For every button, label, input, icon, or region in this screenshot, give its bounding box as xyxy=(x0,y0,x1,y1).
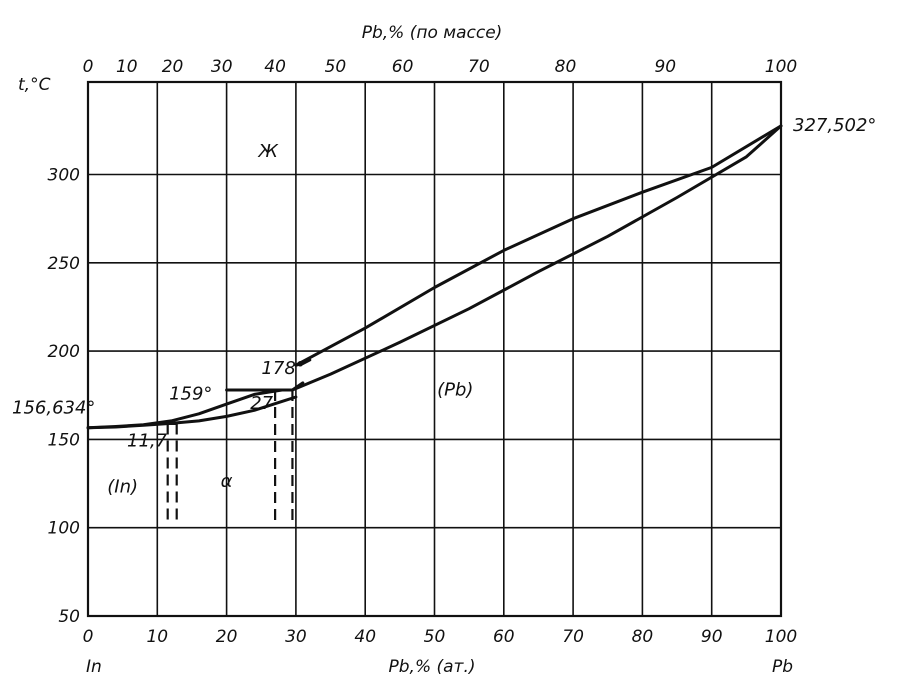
y-axis-title: t,°C xyxy=(18,75,51,95)
bottom-tick-label: 30 xyxy=(285,627,307,647)
y-tick-label: 300 xyxy=(48,166,80,186)
bottom-left-end-label: In xyxy=(86,657,102,677)
curve-boundary_left xyxy=(167,395,298,425)
point-label: 156,634° xyxy=(12,398,95,419)
top-tick-label: 70 xyxy=(468,57,490,77)
top-tick-label: 60 xyxy=(392,57,414,77)
point-label: 178° xyxy=(261,358,304,379)
top-tick-label: 50 xyxy=(325,57,347,77)
top-tick-label: 30 xyxy=(211,57,233,77)
curve-liquidus_right xyxy=(294,124,783,367)
bottom-right-end-label: Pb xyxy=(772,657,793,677)
bottom-ticks: 0 10 20 30 40 50 60 70 80 90 100 xyxy=(83,627,798,647)
grid xyxy=(87,82,782,616)
top-tick-label: 90 xyxy=(654,57,676,77)
bottom-tick-label: 100 xyxy=(765,627,797,647)
y-ticks: 50 100 150 200 250 300 xyxy=(48,166,80,628)
dashed-lines xyxy=(166,389,294,521)
y-tick-label: 100 xyxy=(48,519,80,539)
bottom-tick-label: 40 xyxy=(354,627,376,647)
y-tick-label: 150 xyxy=(48,430,80,450)
region-label: α xyxy=(221,471,233,492)
curves xyxy=(86,124,783,430)
top-tick-label: 40 xyxy=(264,57,286,77)
region-labels: Ж (In) α (Pb) xyxy=(107,141,473,498)
bottom-tick-label: 60 xyxy=(493,627,515,647)
top-tick-label: 10 xyxy=(116,57,138,77)
point-label: 159° xyxy=(169,384,212,405)
curve-link_178 xyxy=(290,381,305,392)
curve-solidus_left xyxy=(86,422,171,430)
bottom-tick-label: 50 xyxy=(424,627,446,647)
bottom-tick-label: 70 xyxy=(562,627,584,647)
bottom-tick-label: 0 xyxy=(83,627,94,647)
top-tick-label: 80 xyxy=(555,57,577,77)
top-tick-label: 20 xyxy=(162,57,184,77)
region-label: (Pb) xyxy=(437,379,473,400)
point-label: 327,502° xyxy=(793,115,876,136)
top-tick-label: 100 xyxy=(765,57,797,77)
point-label: 27 xyxy=(250,393,273,414)
top-tick-label: 0 xyxy=(83,57,94,77)
curve-solidus_right xyxy=(290,124,783,392)
region-label: (In) xyxy=(107,476,138,497)
plot-frame xyxy=(86,80,783,618)
y-tick-label: 200 xyxy=(48,342,80,362)
curve-link_top xyxy=(294,358,312,367)
top-ticks: 0 10 20 30 40 50 60 70 80 90 100 xyxy=(83,57,798,77)
bottom-tick-label: 10 xyxy=(146,627,168,647)
point-labels: 156,634° 327,502° 159° 178° 11,7 27 xyxy=(12,115,876,451)
bottom-tick-label: 20 xyxy=(216,627,238,647)
point-label: 11,7 xyxy=(127,430,168,451)
bottom-tick-label: 80 xyxy=(632,627,654,647)
bottom-axis-title: Pb,% (ат.) xyxy=(389,657,476,677)
top-axis-title: Pb,% (по массе) xyxy=(362,23,503,43)
y-tick-label: 250 xyxy=(48,254,80,274)
region-label: Ж xyxy=(257,141,278,162)
y-tick-label: 50 xyxy=(58,607,80,627)
bottom-tick-label: 90 xyxy=(701,627,723,647)
